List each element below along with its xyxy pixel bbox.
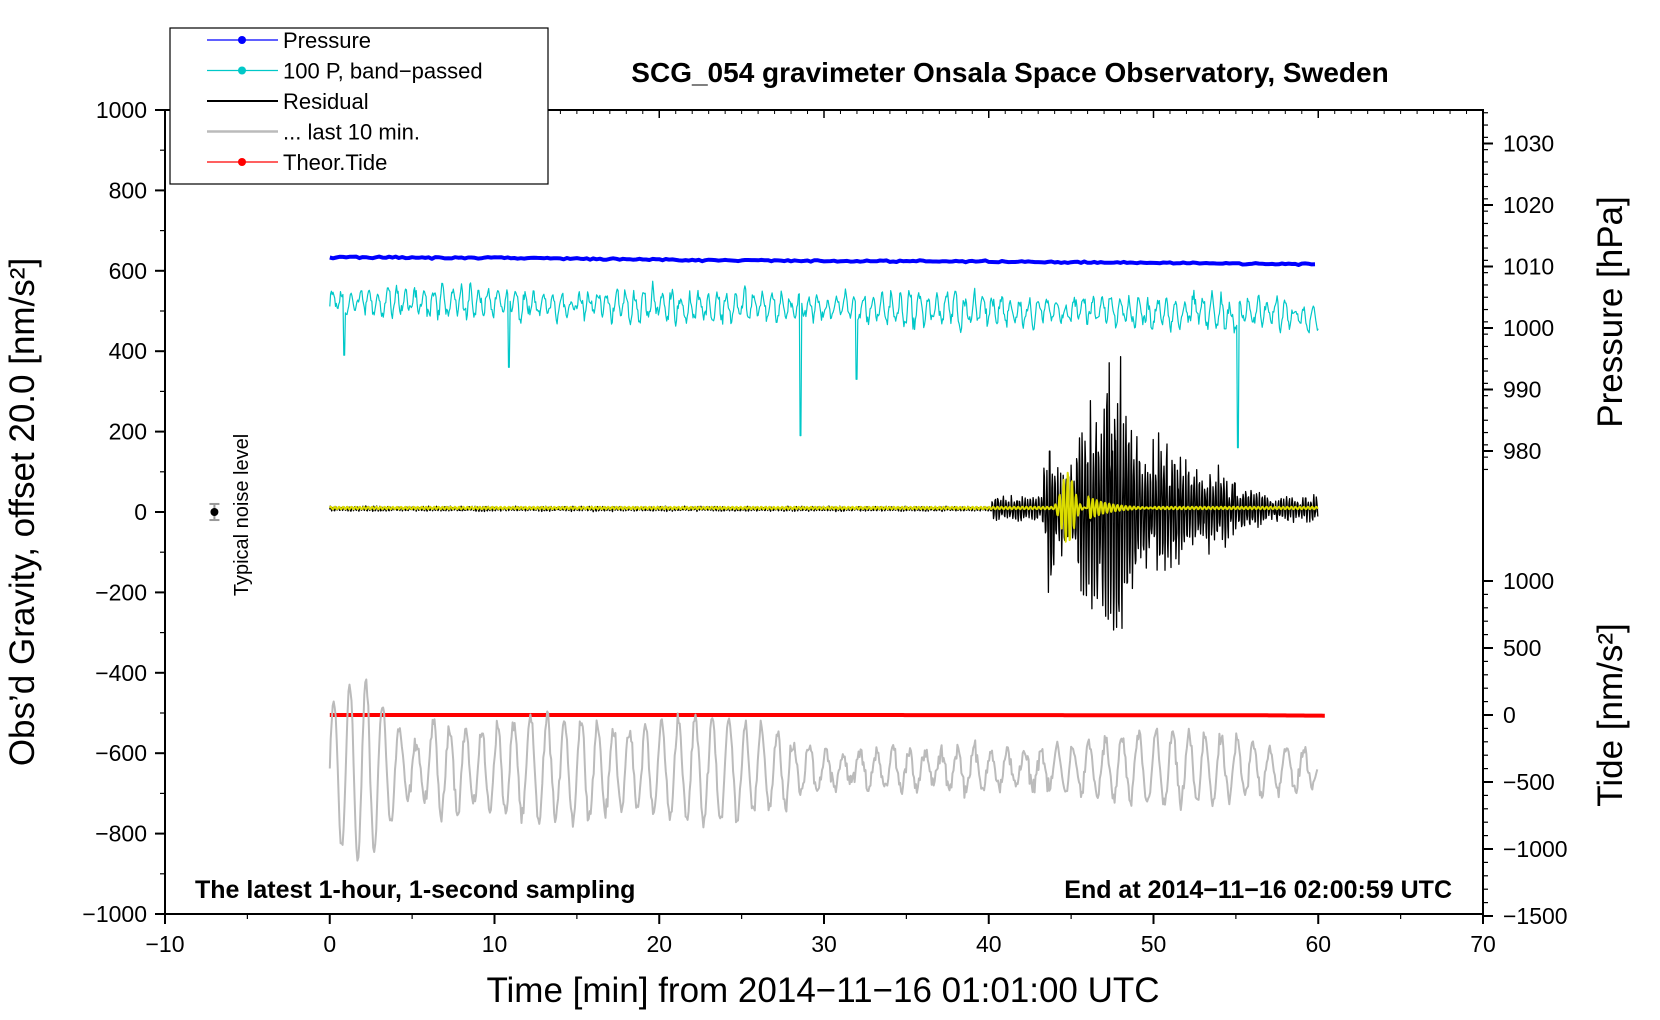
tide-tick-label: −1000 xyxy=(1503,836,1568,862)
y-axis-left-label: Obs’d Gravity, offset 20.0 [nm/s²] xyxy=(3,258,42,766)
y-tick-label: −200 xyxy=(95,579,147,605)
legend-box xyxy=(169,27,549,185)
y-tick-label: −400 xyxy=(95,660,147,686)
legend-marker xyxy=(238,36,246,44)
x-tick-label: 60 xyxy=(1305,931,1331,957)
theor-tide-line xyxy=(329,713,1326,718)
tide-tick-label: −500 xyxy=(1503,769,1555,795)
y-tick-label: −600 xyxy=(95,740,147,766)
tide-tick-label: 1000 xyxy=(1503,568,1554,594)
series-band-passed xyxy=(329,280,1319,449)
y-tick-label: −800 xyxy=(95,821,147,847)
last-10-min-line xyxy=(328,678,1319,862)
legend-marker xyxy=(238,66,246,75)
pressure-tick-label: 1000 xyxy=(1503,315,1554,341)
pressure-tick-label: 1020 xyxy=(1503,192,1554,218)
filtered-residual-line xyxy=(328,471,1319,543)
legend-label: Theor.Tide xyxy=(283,150,387,175)
series-pressure xyxy=(329,254,1316,267)
chart-title: SCG_054 gravimeter Onsala Space Observat… xyxy=(631,57,1388,88)
legend: Pressure 100 P, band−passed Residual ... la… xyxy=(169,27,549,185)
x-tick-label: 20 xyxy=(646,931,672,957)
y-tick-label: 600 xyxy=(109,258,147,284)
y-tick-label: 200 xyxy=(109,419,147,445)
x-tick-label: 30 xyxy=(811,931,837,957)
series-last-10-min xyxy=(328,678,1319,862)
x-tick-label: 40 xyxy=(976,931,1002,957)
pressure-tick-label: 1030 xyxy=(1503,131,1554,157)
x-axis-label: Time [min] from 2014−11−16 01:01:00 UTC xyxy=(486,971,1159,1010)
legend-label: Residual xyxy=(283,89,369,114)
residual-line xyxy=(329,356,1319,631)
tide-tick-label: 500 xyxy=(1503,635,1541,661)
y-tick-label: 1000 xyxy=(96,97,147,123)
y-axis-left: 1000 800 600 400 200 0 −200 −400 −600 −800 −1000 xyxy=(82,97,165,927)
y-tick-label: −1000 xyxy=(82,901,147,927)
pressure-tick-label: 980 xyxy=(1503,438,1541,464)
y-tick-label: 0 xyxy=(134,499,147,525)
band-passed-line xyxy=(329,280,1319,449)
pressure-line xyxy=(329,254,1316,267)
series-layer xyxy=(328,254,1326,862)
pressure-tick-label: 1010 xyxy=(1503,254,1554,280)
noise-level-label: Typical noise level xyxy=(231,434,253,596)
legend-label: ... last 10 min. xyxy=(283,120,420,145)
x-tick-label: 10 xyxy=(482,931,508,957)
legend-marker xyxy=(238,158,246,166)
legend-label: 100 P, band−passed xyxy=(283,59,483,84)
y-tick-label: 400 xyxy=(109,338,147,364)
pressure-axis: 1030 1020 1010 1000 990 980 xyxy=(1483,112,1554,471)
series-theor-tide xyxy=(329,713,1326,718)
x-tick-label: 70 xyxy=(1470,931,1496,957)
corner-left-annotation: The latest 1-hour, 1-second sampling xyxy=(195,876,635,904)
y-tick-label: 800 xyxy=(109,177,147,203)
tide-tick-label: −1500 xyxy=(1503,903,1568,929)
noise-level-marker xyxy=(209,502,220,522)
legend-label: Pressure xyxy=(283,28,371,53)
pressure-tick-label: 990 xyxy=(1503,377,1541,403)
tide-axis-label: Tide [nm/s²] xyxy=(1591,623,1630,806)
corner-right-annotation: End at 2014−11−16 02:00:59 UTC xyxy=(1064,876,1452,904)
tide-axis: 1000 500 0 −500 −1000 −1500 xyxy=(1483,568,1568,929)
pressure-axis-label: Pressure [hPa] xyxy=(1591,196,1630,428)
x-axis: −10 0 10 20 30 40 50 60 70 xyxy=(145,110,1496,957)
series-residual xyxy=(328,356,1319,631)
noise-point xyxy=(210,508,219,516)
x-tick-label: 50 xyxy=(1141,931,1167,957)
x-tick-label: −10 xyxy=(145,931,184,957)
x-tick-label: 0 xyxy=(323,931,336,957)
tide-tick-label: 0 xyxy=(1503,702,1516,728)
